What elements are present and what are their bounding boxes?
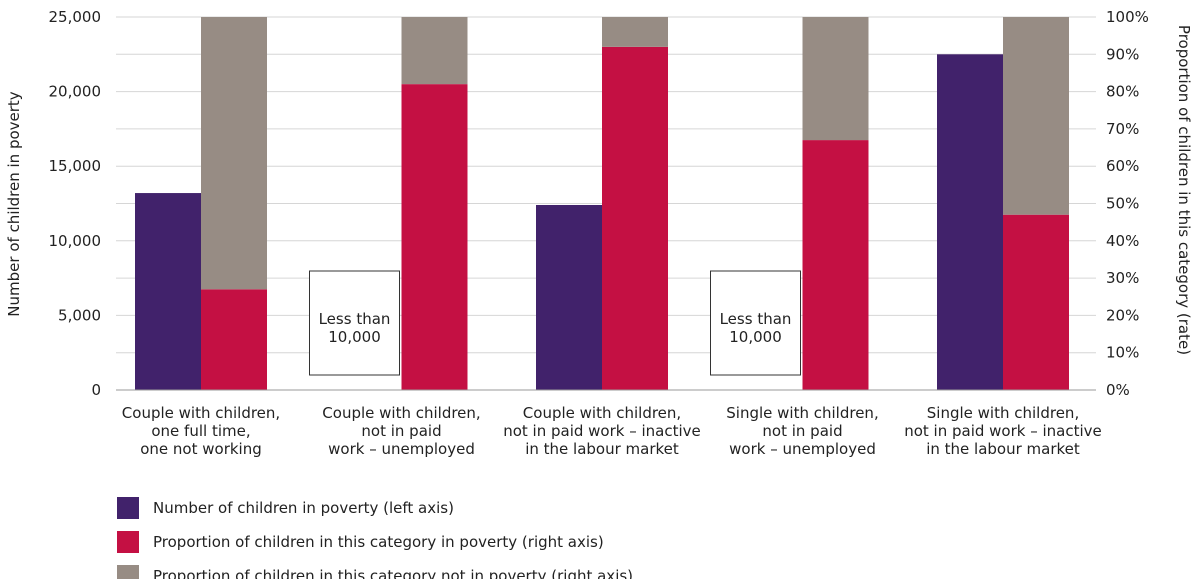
y-tick-label-right: 70%: [1106, 120, 1139, 138]
y-tick-label-left: 10,000: [49, 232, 102, 250]
legend-proportion-in-poverty-swatch: [117, 531, 139, 553]
annotations: Less than 10,000 Less than 10,000: [309, 270, 801, 376]
y-tick-label-right: 10%: [1106, 344, 1139, 362]
legend-children-in-poverty-label: Number of children in poverty (left axis…: [153, 499, 454, 517]
y-tick-label-right: 30%: [1106, 269, 1139, 287]
y-tick-label-left: 0: [91, 381, 101, 399]
annotation-text: Less than 10,000: [720, 310, 792, 346]
bar-proportion-in-poverty: [201, 289, 267, 390]
bar-proportion-in-poverty: [602, 46, 668, 391]
bar-proportion-not-in-poverty: [1003, 17, 1069, 215]
y-axis-title-left: Number of children in poverty: [5, 91, 23, 316]
bar-children-in-poverty: [536, 204, 602, 390]
axes: 0 5,000 10,000 15,000 20,000 25,000 0% 10% 20% 30…: [49, 8, 1149, 458]
y-axis-title-right: Proportion of children in this category …: [1175, 25, 1192, 355]
y-tick-label-right: 60%: [1106, 157, 1139, 175]
y-tick-label-left: 20,000: [49, 83, 102, 101]
labels: Number of children in poverty Proportion…: [5, 25, 1192, 355]
bar-proportion-in-poverty: [802, 140, 869, 390]
annotation-box: [710, 270, 801, 376]
y-tick-label-right: 0%: [1106, 381, 1130, 399]
y-tick-label-right: 80%: [1106, 83, 1139, 101]
bar-proportion-not-in-poverty: [602, 17, 668, 47]
y-tick-label-right: 100%: [1106, 8, 1149, 26]
bar-proportion-not-in-poverty: [401, 17, 468, 85]
category-label: Couple with children, not in paid work – u…: [322, 404, 480, 458]
legend-proportion-not-in-poverty-label: Proportion of children in this category …: [153, 567, 633, 579]
y-tick-label-left: 25,000: [49, 8, 102, 26]
annotation-box: [309, 270, 400, 376]
bars: [135, 17, 1069, 391]
category-label: Single with children, not in paid work – u…: [726, 404, 878, 458]
bar-proportion-not-in-poverty: [201, 17, 267, 290]
legend-children-in-poverty-swatch: [117, 497, 139, 519]
bar-children-in-poverty: [937, 54, 1003, 391]
bar-proportion-in-poverty: [1003, 214, 1069, 390]
category-label: Couple with children, not in paid work – …: [503, 404, 701, 458]
bar-children-in-poverty: [135, 193, 201, 390]
annotation-text: Less than 10,000: [319, 310, 391, 346]
legend-proportion-not-in-poverty-swatch: [117, 565, 139, 579]
category-label: Couple with children, one full time, one n…: [122, 404, 280, 458]
y-tick-label-right: 50%: [1106, 195, 1139, 213]
category-label: Single with children, not in paid work – …: [904, 404, 1102, 458]
y-tick-label-right: 90%: [1106, 45, 1139, 63]
legend: Number of children in poverty (left axis…: [117, 497, 633, 579]
bar-proportion-not-in-poverty: [802, 17, 869, 141]
y-tick-label-left: 15,000: [49, 157, 102, 175]
y-tick-label-right: 20%: [1106, 306, 1139, 324]
bar-proportion-in-poverty: [401, 84, 468, 390]
y-tick-label-left: 5,000: [58, 306, 101, 324]
legend-proportion-in-poverty-label: Proportion of children in this category …: [153, 533, 604, 551]
y-tick-label-right: 40%: [1106, 232, 1139, 250]
